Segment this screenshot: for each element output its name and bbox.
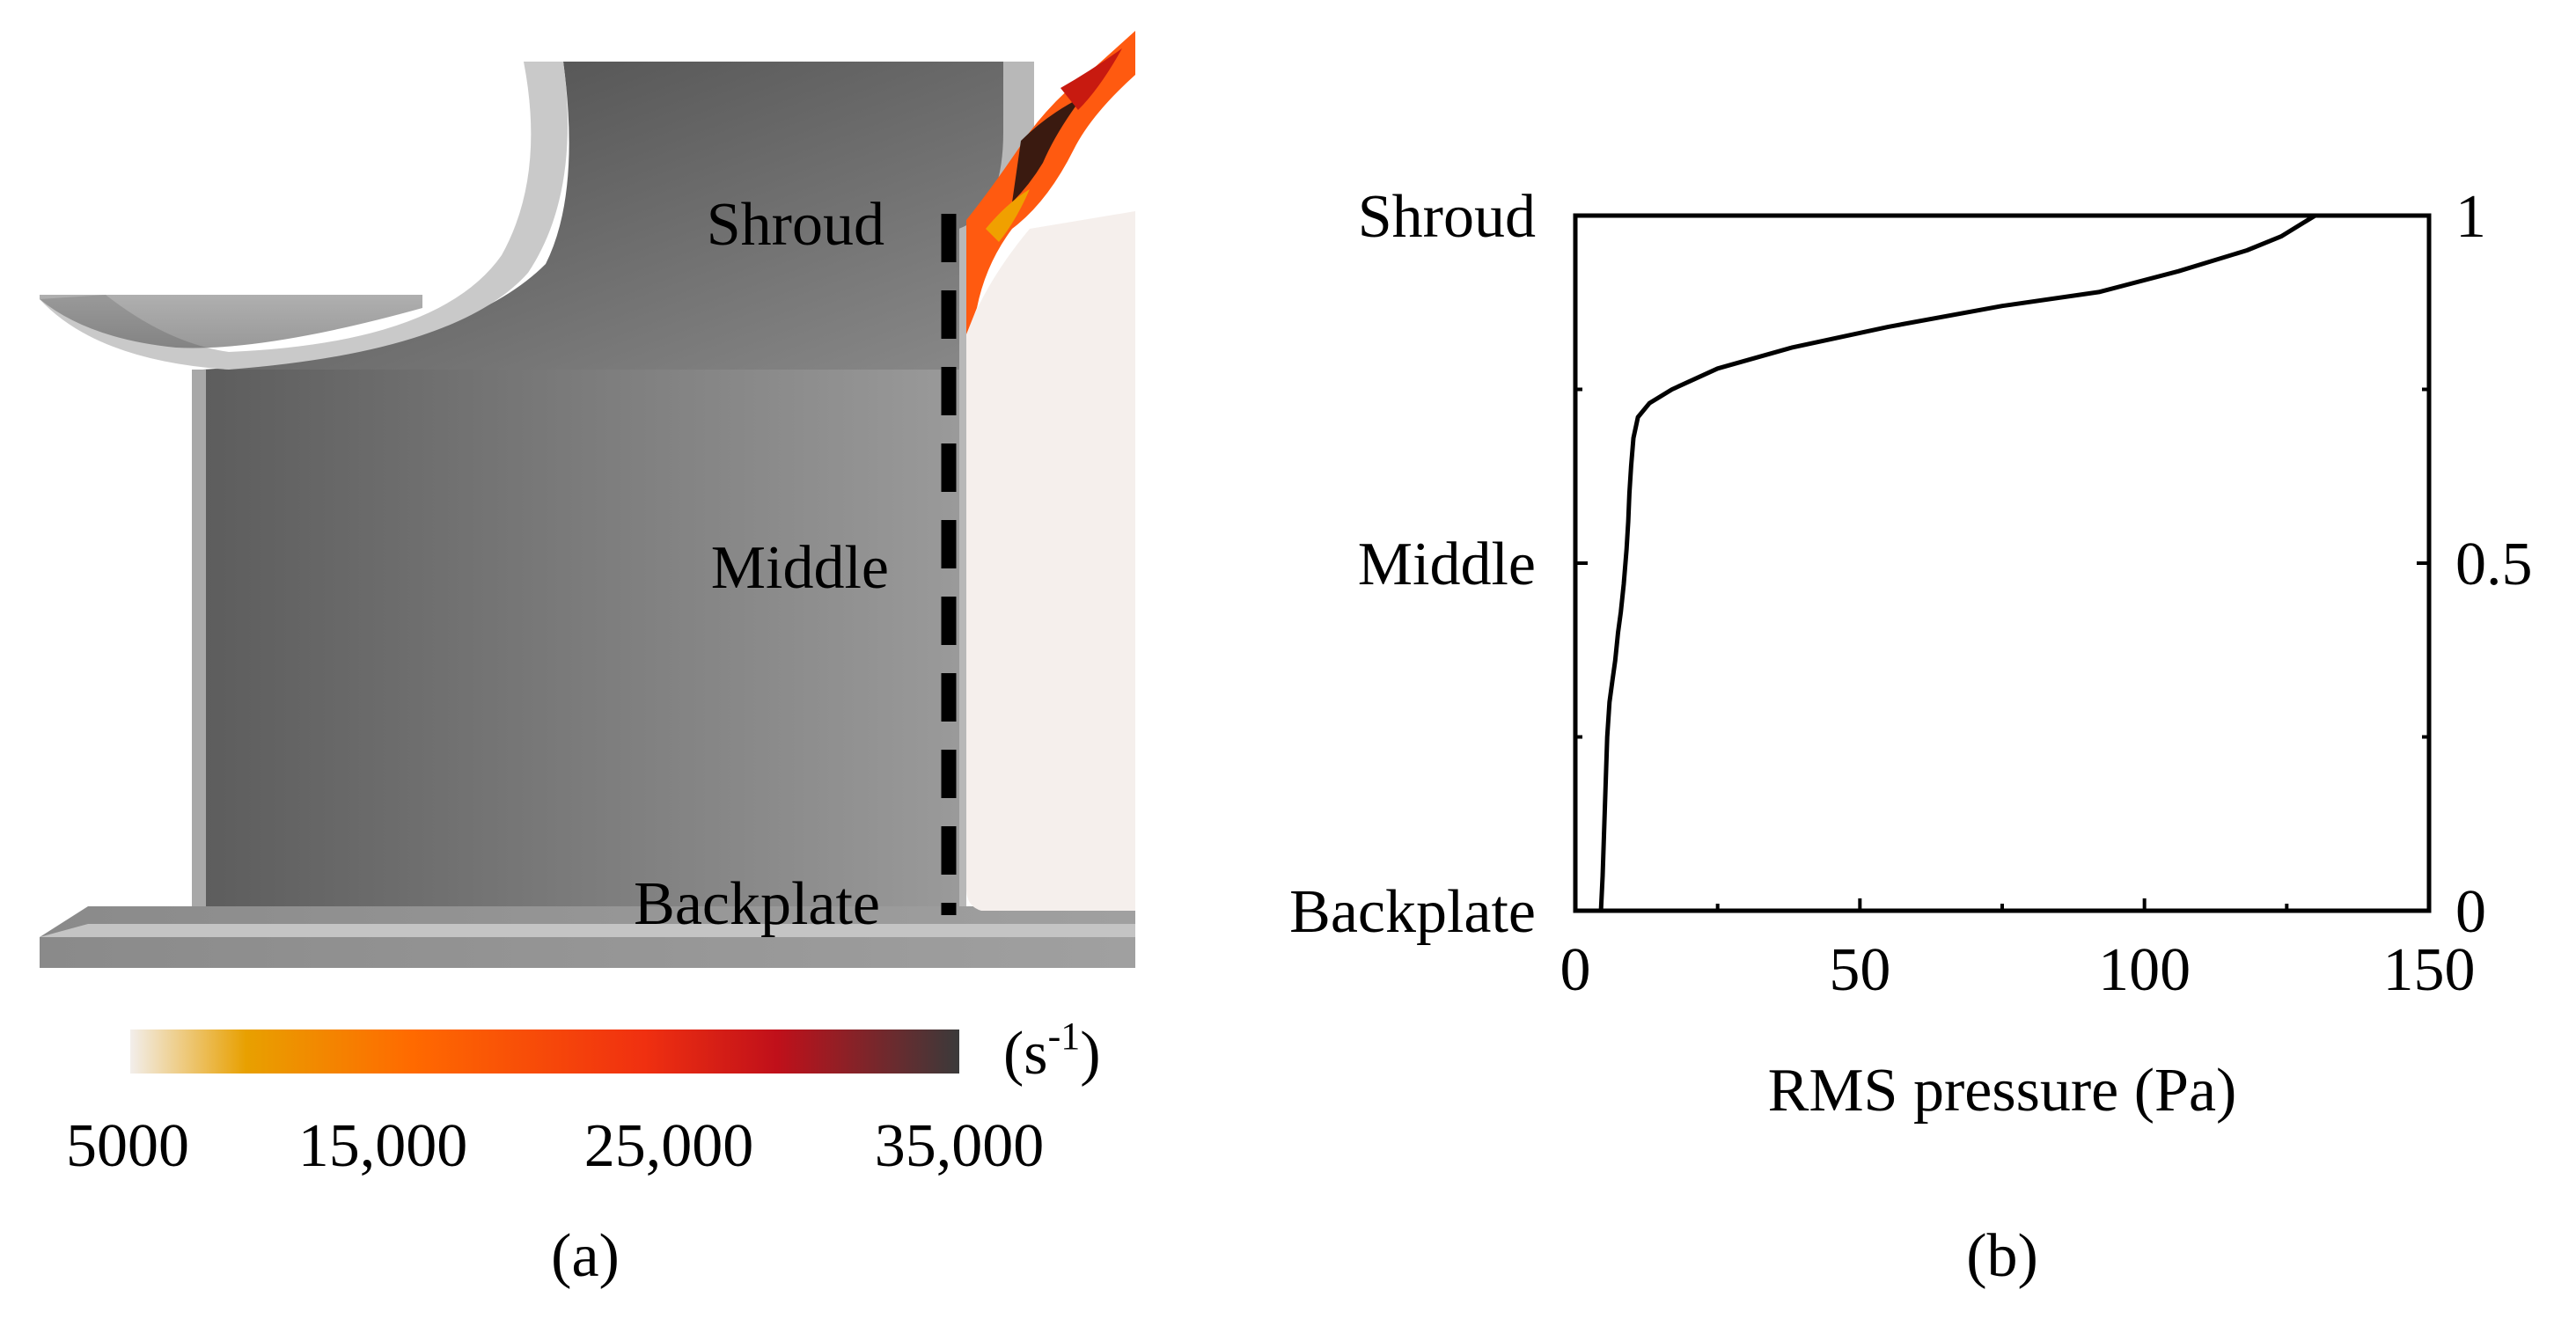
x-tick-label: 150 bbox=[2383, 936, 2476, 1004]
colorbar-tick: 25,000 bbox=[584, 1112, 754, 1180]
shroud-upper-surface bbox=[202, 62, 1030, 370]
vortex-core-dark bbox=[1012, 97, 1083, 202]
colorbar bbox=[130, 1030, 959, 1074]
label-backplate: Backplate bbox=[634, 870, 880, 938]
caption-b: (b) bbox=[1966, 1222, 2038, 1290]
caption-a: (a) bbox=[551, 1222, 620, 1290]
vortex-core-red bbox=[1060, 48, 1122, 110]
colorbar-tick: 35,000 bbox=[875, 1112, 1045, 1180]
colorbar-tick: 5000 bbox=[66, 1112, 189, 1180]
colorbar-unit-base: (s bbox=[1003, 1020, 1048, 1088]
x-axis-label: RMS pressure (Pa) bbox=[1768, 1057, 2237, 1125]
y-tick-labels-left: Backplate Middle Shroud bbox=[1289, 183, 1536, 946]
colorbar-tick: 15,000 bbox=[298, 1112, 468, 1180]
y-tick-label-left: Backplate bbox=[1289, 878, 1536, 946]
colorbar-unit-close: ) bbox=[1080, 1020, 1100, 1088]
panel-b: 0 50 100 150 0 0.5 1 Backplate Middle Sh… bbox=[1289, 183, 2532, 1290]
y-tick-label-right: 1 bbox=[2455, 183, 2486, 251]
label-middle: Middle bbox=[711, 534, 889, 602]
impeller-hub-body bbox=[194, 370, 959, 906]
plot-frame bbox=[1573, 213, 2432, 913]
axis-ticks bbox=[1574, 214, 2431, 912]
y-tick-label-right: 0.5 bbox=[2455, 531, 2533, 598]
panel-a: Shroud Middle Backplate (s-1) 5000 15,00… bbox=[40, 31, 1135, 1290]
vortex-core-yellow bbox=[986, 189, 1030, 242]
shroud-flange bbox=[40, 295, 422, 348]
x-tick-label: 0 bbox=[1560, 936, 1591, 1004]
x-tick-label: 100 bbox=[2098, 936, 2191, 1004]
vortex-shedding bbox=[966, 31, 1135, 334]
colorbar-unit: (s-1) bbox=[1003, 1015, 1101, 1088]
y-tick-label-left: Shroud bbox=[1358, 183, 1536, 251]
backplate-edge bbox=[40, 924, 1135, 937]
x-tick-labels: 0 50 100 150 bbox=[1560, 936, 2476, 1004]
hub-left-edge bbox=[192, 370, 206, 906]
y-tick-label-right: 0 bbox=[2455, 878, 2486, 946]
y-tick-labels-right: 0 0.5 1 bbox=[2455, 183, 2533, 946]
rms-pressure-line bbox=[1598, 213, 2316, 912]
x-tick-label: 50 bbox=[1829, 936, 1890, 1004]
label-shroud: Shroud bbox=[707, 191, 884, 259]
y-tick-label-left: Middle bbox=[1358, 531, 1536, 598]
outlet-flow-region bbox=[966, 211, 1135, 911]
colorbar-unit-exponent: -1 bbox=[1048, 1015, 1081, 1058]
